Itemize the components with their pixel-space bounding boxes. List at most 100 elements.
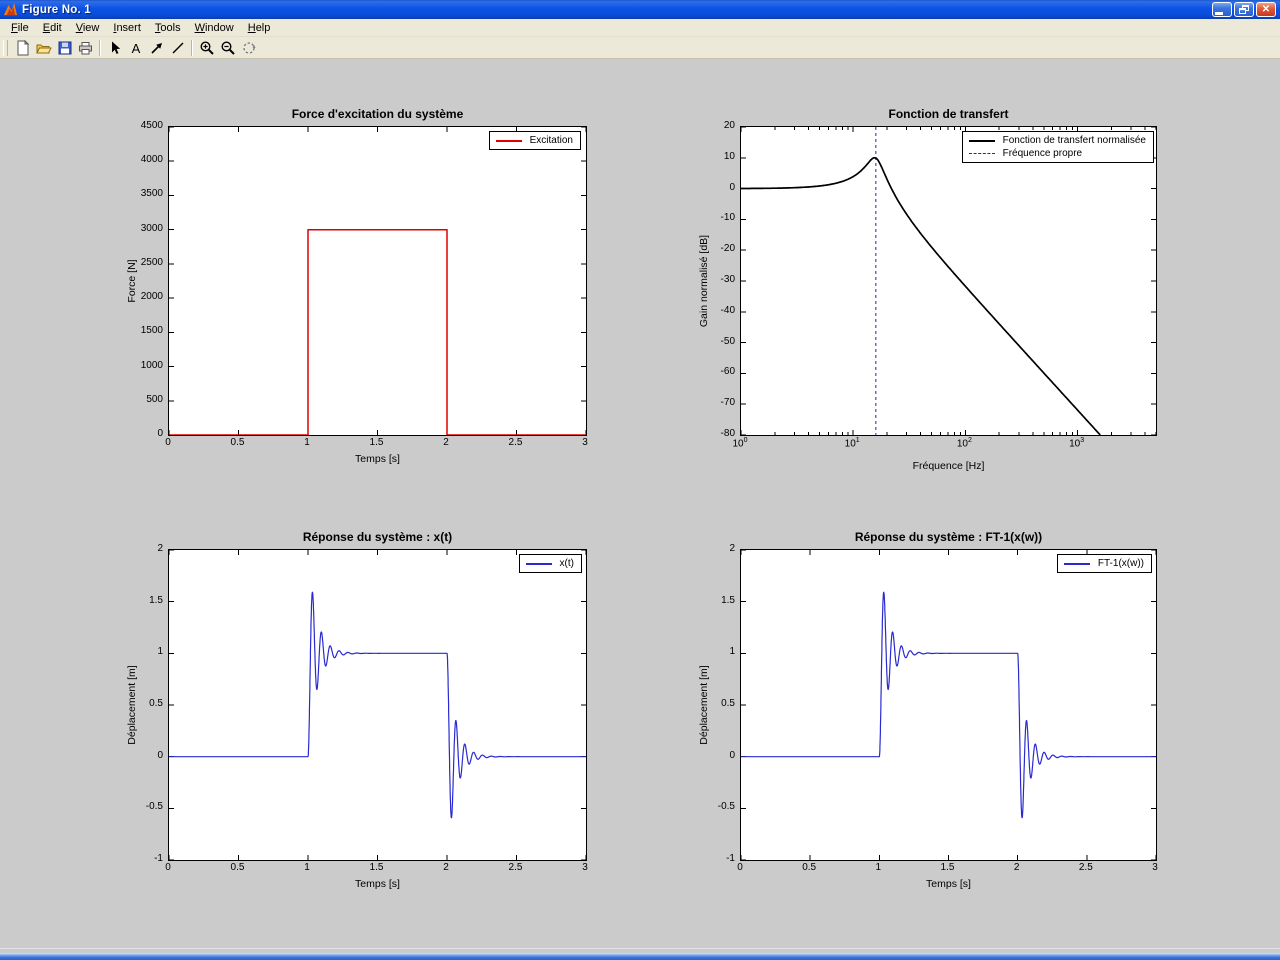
y-tick-label: 0.5 — [149, 698, 163, 709]
legend-entry: Excitation — [495, 134, 573, 147]
menu-help[interactable]: Help — [247, 21, 271, 34]
plot-title: Force d'excitation du système — [291, 107, 464, 121]
minimize-button[interactable] — [1212, 2, 1232, 17]
x-tick-label: 1 — [304, 437, 310, 448]
menu-tools[interactable]: Tools — [154, 21, 181, 34]
legend-line-sample — [1063, 562, 1090, 565]
text-tool-button[interactable]: A — [125, 38, 146, 58]
x-tick-label: 2.5 — [508, 437, 523, 448]
x-tick-label: 3 — [1152, 862, 1158, 873]
arrow-tool-button[interactable] — [146, 38, 167, 58]
plot-title: Fonction de transfert — [888, 107, 1009, 121]
new-file-icon — [17, 39, 29, 55]
legend[interactable]: Fonction de transfert normalisée Fréquen… — [961, 131, 1154, 163]
x-tick-label: 100 — [732, 437, 748, 450]
y-tick-label: -0.5 — [145, 801, 163, 813]
restore-button[interactable] — [1234, 2, 1254, 17]
y-tick-label: -1 — [726, 853, 735, 864]
menu-edit[interactable]: Edit — [42, 21, 62, 34]
x-tick-label: 3 — [582, 437, 588, 448]
x-tick-label: 0.5 — [802, 862, 817, 873]
data-curve — [169, 228, 586, 435]
legend-label: Fonction de transfert normalisée — [1002, 135, 1146, 146]
toolbar: A — [0, 37, 1280, 59]
rotate-3d-button[interactable] — [238, 38, 259, 58]
y-tick-label: -0.5 — [717, 801, 735, 813]
x-tick-label: 1.5 — [940, 862, 955, 873]
title-bar[interactable]: Figure No. 1 ✕ — [0, 0, 1280, 19]
cursor-arrow-icon — [111, 41, 120, 54]
y-tick-label: 1 — [157, 646, 163, 658]
y-tick-label: 0 — [729, 181, 735, 193]
legend[interactable]: Excitation — [488, 131, 581, 150]
minimize-icon — [1215, 11, 1223, 15]
y-axis-label: Gain normalisé [dB] — [698, 234, 710, 328]
y-tick-label: 2 — [157, 543, 163, 554]
y-tick-label: 1500 — [140, 325, 163, 337]
zoom-out-button[interactable] — [217, 38, 238, 58]
menu-bar: File Edit View Insert Tools Window Help — [0, 19, 1280, 37]
toolbar-separator — [99, 39, 101, 56]
x-tick-label: 0 — [165, 437, 171, 448]
y-axis-label: Déplacement [m] — [126, 665, 138, 745]
restore-icon — [1239, 5, 1249, 14]
legend-entry: x(t) — [525, 557, 574, 570]
x-tick-label: 0.5 — [230, 862, 245, 873]
save-button[interactable] — [54, 38, 75, 58]
menu-window[interactable]: Window — [194, 21, 234, 34]
y-tick-label: 0.5 — [721, 698, 735, 709]
x-axis-label: Temps [s] — [926, 878, 971, 890]
toolbar-separator — [191, 39, 193, 56]
matlab-logo-icon — [3, 2, 18, 16]
zoom-in-button[interactable] — [196, 38, 217, 58]
line-tool-button[interactable] — [167, 38, 188, 58]
legend-label: x(t) — [559, 558, 574, 569]
subplot-transfer-function: Fonction de transfert Gain normalisé [dB… — [698, 107, 1157, 472]
menu-insert[interactable]: Insert — [113, 21, 141, 34]
figure-canvas: Force d'excitation du système Force [N] … — [0, 59, 1280, 948]
taskbar-edge[interactable] — [0, 953, 1280, 960]
y-tick-label: -1 — [154, 853, 163, 864]
zoom-out-icon — [220, 40, 235, 55]
legend-line-sample — [495, 139, 522, 142]
x-axis-label: Temps [s] — [355, 453, 400, 465]
y-tick-label: -60 — [720, 366, 735, 378]
x-tick-label: 103 — [1069, 437, 1085, 450]
zoom-in-icon — [199, 40, 214, 55]
close-button[interactable]: ✕ — [1256, 2, 1276, 17]
plot-axes[interactable] — [740, 126, 1157, 436]
window-title: Figure No. 1 — [22, 3, 91, 16]
pointer-tool-button[interactable] — [104, 38, 125, 58]
y-tick-label: 0 — [729, 749, 735, 761]
open-file-button[interactable] — [33, 38, 54, 58]
x-tick-label: 1.5 — [369, 862, 384, 873]
y-tick-label: 10 — [723, 150, 735, 162]
new-file-button[interactable] — [12, 38, 33, 58]
menu-file[interactable]: File — [11, 21, 29, 34]
y-tick-label: 4500 — [140, 120, 163, 131]
menu-view[interactable]: View — [75, 21, 100, 34]
legend[interactable]: FT-1(x(w)) — [1056, 554, 1152, 573]
plot-axes[interactable] — [168, 126, 587, 436]
toolbar-gripper[interactable] — [3, 39, 8, 56]
y-tick-label: -30 — [720, 274, 735, 285]
y-tick-label: 2500 — [140, 256, 163, 268]
legend-label: FT-1(x(w)) — [1097, 558, 1144, 569]
legend[interactable]: x(t) — [518, 554, 582, 573]
legend-label: Fréquence propre — [1002, 148, 1083, 159]
printer-icon — [79, 41, 92, 54]
y-tick-label: 2000 — [140, 291, 163, 303]
y-tick-label: 2 — [729, 543, 735, 554]
print-button[interactable] — [75, 38, 96, 58]
plot-axes[interactable] — [740, 549, 1157, 861]
plot-title: Réponse du système : FT-1(x(w)) — [854, 530, 1043, 544]
x-tick-label: 1 — [875, 862, 882, 873]
x-tick-label: 2 — [1013, 862, 1020, 873]
y-tick-label: 1.5 — [721, 594, 735, 606]
x-tick-label: 0.5 — [230, 437, 245, 448]
plot-axes[interactable] — [168, 549, 587, 861]
x-tick-label: 2.5 — [508, 862, 523, 873]
save-floppy-icon — [58, 41, 71, 54]
x-tick-label: 2 — [443, 437, 449, 448]
y-tick-label: 20 — [723, 120, 735, 131]
